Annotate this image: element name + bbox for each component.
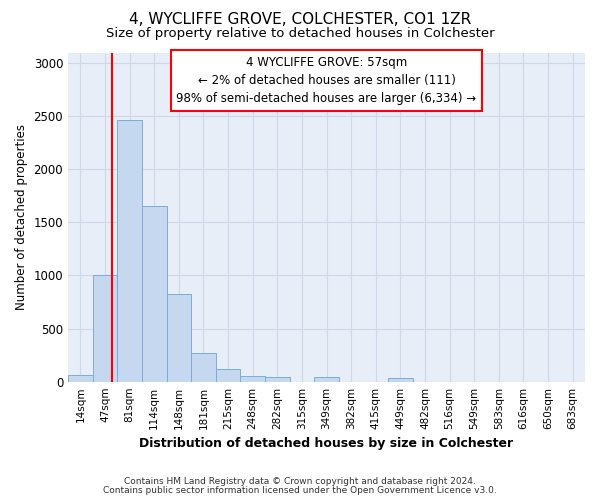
Bar xyxy=(92,276,117,382)
Bar xyxy=(68,376,92,382)
Y-axis label: Number of detached properties: Number of detached properties xyxy=(15,124,28,310)
Text: 4, WYCLIFFE GROVE, COLCHESTER, CO1 1ZR: 4, WYCLIFFE GROVE, COLCHESTER, CO1 1ZR xyxy=(129,12,471,28)
Text: Size of property relative to detached houses in Colchester: Size of property relative to detached ho… xyxy=(106,28,494,40)
Bar xyxy=(117,120,142,382)
Bar xyxy=(142,206,167,382)
Text: Contains public sector information licensed under the Open Government Licence v3: Contains public sector information licen… xyxy=(103,486,497,495)
Bar xyxy=(265,377,290,382)
Bar xyxy=(216,369,241,382)
Bar xyxy=(241,376,265,382)
Text: Contains HM Land Registry data © Crown copyright and database right 2024.: Contains HM Land Registry data © Crown c… xyxy=(124,477,476,486)
Text: 4 WYCLIFFE GROVE: 57sqm
← 2% of detached houses are smaller (111)
98% of semi-de: 4 WYCLIFFE GROVE: 57sqm ← 2% of detached… xyxy=(176,56,476,105)
Bar xyxy=(388,378,413,382)
Bar xyxy=(167,294,191,382)
Bar xyxy=(314,377,339,382)
X-axis label: Distribution of detached houses by size in Colchester: Distribution of detached houses by size … xyxy=(139,437,514,450)
Bar xyxy=(191,353,216,382)
